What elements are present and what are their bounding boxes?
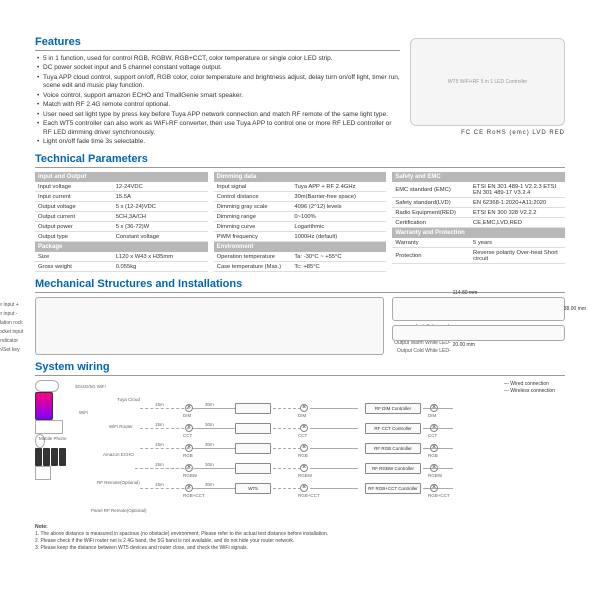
panel-icon [35,466,51,480]
tech-title: Technical Parameters [35,153,565,168]
feature-item: DC power socket input and 5 channel cons… [37,64,400,72]
cloud-icon [35,380,59,392]
router-icon [35,420,63,434]
param-table: Dimming dataInput signalTuya APP + RF 2.… [214,172,387,242]
feature-item: Each WT5 controller can also work as WiF… [37,120,400,137]
param-table: Safety and EMCEMC standard (EMC)ETSI EN … [392,172,565,228]
phone-icon [35,392,53,420]
features-title: Features [35,36,400,51]
features-list: 5 in 1 function, used for control RGB, R… [37,55,400,146]
param-table: Warranty and ProtectionWarranty5 yearsPr… [392,228,565,264]
tech-params: Input and OutputInput voltage12-24VDCInp… [35,172,565,272]
feature-item: User need set light type by press key be… [37,111,400,119]
mech-diagram: Power input +Power input -Installation r… [35,297,565,355]
dim-side: 20.00 mm [392,325,565,341]
notes: Note: 1. The above distance is measured … [35,524,565,551]
feature-item: Voice control, support amazon ECHO and T… [37,92,400,100]
param-table: EnvironmentOperation temperatureTa: -30°… [214,242,387,272]
feature-item: Tuya APP cloud control, support on/off, … [37,74,400,91]
product-image: WT5 WiFi+RF 5 in 1 LED Controller [410,38,565,126]
feature-item: 5 in 1 function, used for control RGB, R… [37,55,400,63]
param-table: PackageSizeL120 x W43 x H35mmGross weigh… [35,242,208,272]
wiring-title: System wiring [35,361,565,376]
wiring-legend: — Wired connection--- Wireless connectio… [504,380,555,395]
wiring-diagram: — Wired connection--- Wireless connectio… [35,380,565,520]
param-table: Input and OutputInput voltage12-24VDCInp… [35,172,208,242]
dim-top: 114.80 mm38.00 mm [392,297,565,321]
mech-title: Mechanical Structures and Installations [35,278,565,293]
mech-main-view: Power input +Power input -Installation r… [35,297,384,355]
feature-item: Light on/off fade time 3s selectable. [37,138,400,146]
feature-item: Match with RF 2.4G remote control option… [37,101,400,109]
